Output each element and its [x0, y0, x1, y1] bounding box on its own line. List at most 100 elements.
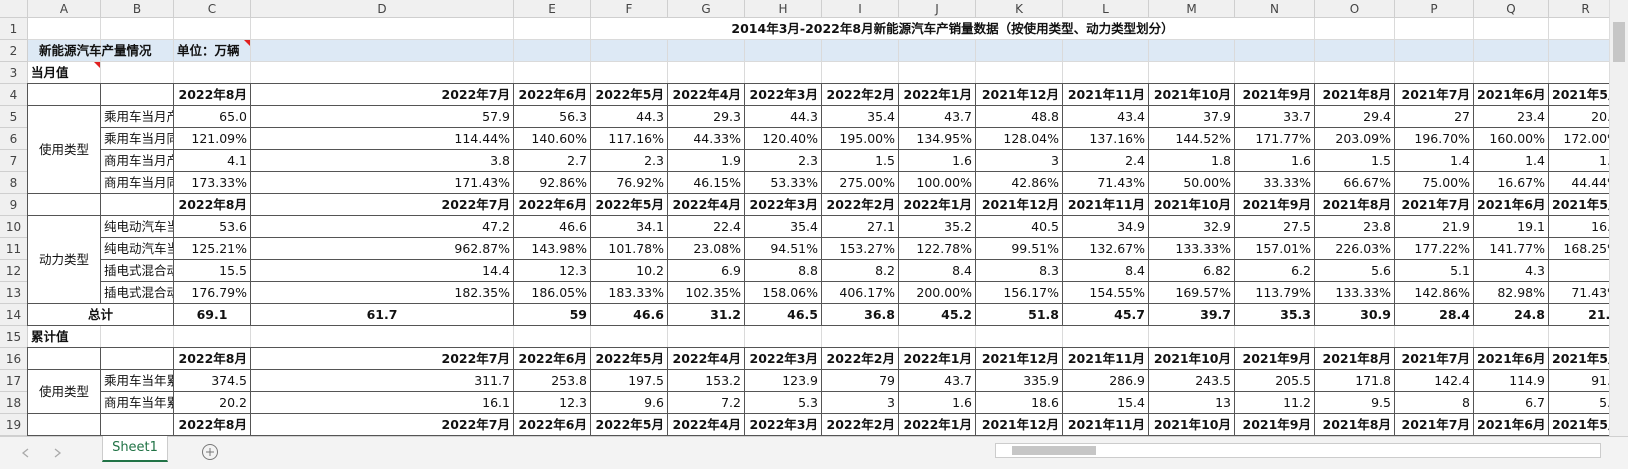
value-cell: 335.9 [975, 369, 1063, 392]
value-cell: 160.00% [1473, 127, 1549, 150]
value-cell: 27.1 [821, 215, 899, 238]
cell [745, 326, 822, 348]
row-header: 13 [0, 282, 28, 304]
cell [1395, 18, 1474, 40]
value-cell: 142.86% [1394, 281, 1474, 304]
month-header: 2021年12月 [975, 193, 1063, 216]
value-cell: 71.43% [1062, 171, 1149, 194]
value-cell: 2.4 [1062, 149, 1149, 172]
month-header: 2021年7月 [1394, 193, 1474, 216]
total-value: 59 [513, 303, 591, 326]
value-cell: 92.86% [513, 171, 591, 194]
value-cell: 13 [1148, 391, 1235, 414]
sheet-tab[interactable]: Sheet1 [102, 436, 168, 462]
column-header: P [1395, 0, 1474, 18]
value-cell: 4.3 [1473, 259, 1549, 282]
row-label: 纯电动汽车当 [100, 237, 174, 260]
month-header: 2021年9月 [1234, 347, 1315, 370]
cell [822, 62, 899, 84]
value-cell: 48.8 [975, 105, 1063, 128]
value-cell: 171.43% [250, 171, 514, 194]
cell [1474, 18, 1549, 40]
column-header: N [1235, 0, 1315, 18]
cell [745, 62, 822, 84]
cell [1315, 326, 1395, 348]
cell [1235, 326, 1315, 348]
comment-indicator[interactable] [244, 40, 250, 46]
month-header: 2021年5月 [1548, 347, 1609, 370]
value-cell: 29.3 [667, 105, 745, 128]
value-cell: 44.44% [1548, 171, 1609, 194]
value-cell: 8.8 [744, 259, 822, 282]
value-cell: 35.4 [744, 215, 822, 238]
total-value: 35.3 [1234, 303, 1315, 326]
month-header: 2022年4月 [667, 413, 745, 436]
cell [1474, 40, 1549, 62]
row-label: 商用车当月产 [100, 149, 174, 172]
total-value: 28.4 [1394, 303, 1474, 326]
cell [174, 326, 251, 348]
value-cell: 962.87% [250, 237, 514, 260]
month-header: 2021年12月 [975, 347, 1063, 370]
corner [0, 0, 28, 18]
unit-label: 单位：万辆 [177, 43, 240, 58]
month-header: 2021年8月 [1314, 193, 1395, 216]
month-header: 2022年1月 [898, 83, 976, 106]
row-label: 纯电动汽车当 [100, 215, 174, 238]
cell [1149, 40, 1235, 62]
month-header: 2021年7月 [1394, 83, 1474, 106]
value-cell: 203.09% [1314, 127, 1395, 150]
value-cell: 5.3 [1548, 391, 1609, 414]
scroll-thumb[interactable] [1012, 446, 1096, 455]
comment-indicator[interactable] [94, 62, 100, 68]
value-cell: 79 [821, 369, 899, 392]
tab-nav[interactable] [0, 437, 100, 469]
row-label: 乘用车当月产 [100, 105, 174, 128]
value-cell: 20.2 [173, 391, 251, 414]
value-cell: 2.7 [513, 149, 591, 172]
group-label: 动力类型 [27, 215, 101, 304]
column-header: G [668, 0, 745, 18]
value-cell: 243.5 [1148, 369, 1235, 392]
table-cell [27, 193, 101, 216]
horizontal-scrollbar[interactable] [995, 443, 1601, 458]
month-header: 2021年12月 [975, 413, 1063, 436]
value-cell: 253.8 [513, 369, 591, 392]
value-cell: 2.3 [590, 149, 668, 172]
value-cell: 33.33% [1234, 171, 1315, 194]
month-header: 2022年2月 [821, 83, 899, 106]
total-value: 45.7 [1062, 303, 1149, 326]
row-header: 2 [0, 40, 28, 62]
total-value: 46.5 [744, 303, 822, 326]
column-header: R [1549, 0, 1609, 18]
value-cell: 128.04% [975, 127, 1063, 150]
group-label: 使用类型 [27, 105, 101, 194]
month-header: 2021年10月 [1148, 193, 1235, 216]
month-header: 2021年5月 [1548, 413, 1609, 436]
value-cell: 100.00% [898, 171, 976, 194]
value-cell: 195.00% [821, 127, 899, 150]
value-cell: 5.3 [744, 391, 822, 414]
row-header: 15 [0, 326, 28, 348]
cell [28, 18, 101, 40]
month-header: 2021年9月 [1234, 413, 1315, 436]
value-cell: 14.4 [250, 259, 514, 282]
month-header: 2021年12月 [975, 83, 1063, 106]
add-sheet-button[interactable] [200, 442, 220, 462]
row-header: 18 [0, 392, 28, 414]
group-label: 使用类型 [27, 369, 101, 414]
row-header: 7 [0, 150, 28, 172]
value-cell: 183.33% [590, 281, 668, 304]
value-cell: 33.7 [1234, 105, 1315, 128]
cell [101, 18, 174, 40]
value-cell: 171.77% [1234, 127, 1315, 150]
total-value: 46.6 [590, 303, 668, 326]
month-header: 2022年7月 [250, 193, 514, 216]
scroll-thumb[interactable] [1613, 22, 1625, 62]
row-header: 16 [0, 348, 28, 370]
value-cell: 71.43% [1548, 281, 1609, 304]
vertical-scrollbar[interactable] [1609, 0, 1628, 436]
cell [899, 40, 976, 62]
month-header: 2022年8月 [173, 83, 251, 106]
value-cell: 22.4 [667, 215, 745, 238]
